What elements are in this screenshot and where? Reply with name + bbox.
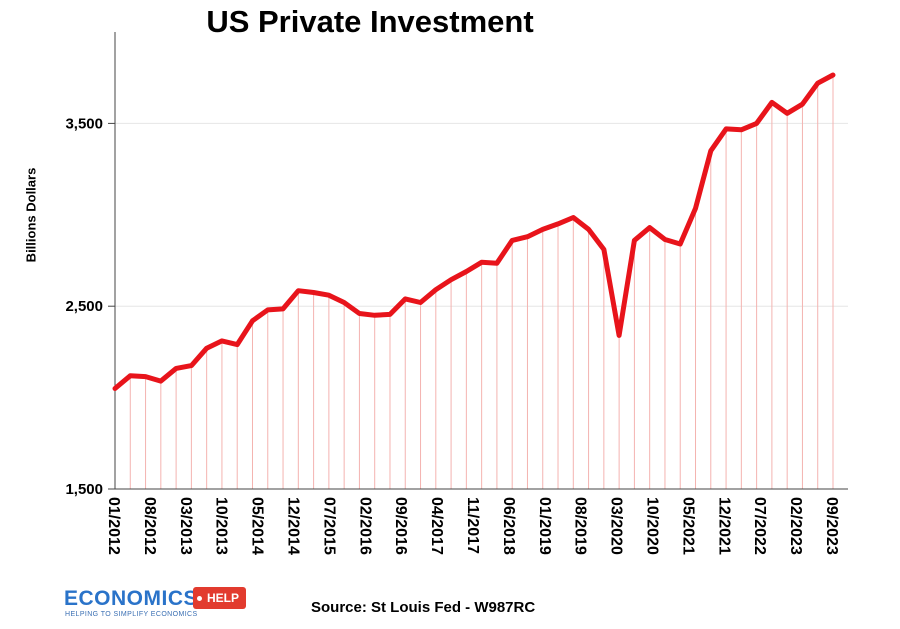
x-tick-label: 09/2016 [392, 497, 409, 555]
x-tick-label: 08/2012 [141, 497, 158, 555]
logo-tag: HELP [193, 587, 247, 609]
logo-tagline: HELPING TO SIMPLIFY ECONOMICS [65, 611, 198, 618]
x-tick-label: 02/2023 [787, 497, 804, 555]
source-note: Source: St Louis Fed - W987RC [311, 599, 536, 616]
x-tick-label: 01/2012 [105, 497, 122, 555]
x-tick-label: 04/2017 [428, 497, 445, 555]
x-tick-label: 03/2020 [608, 497, 625, 555]
x-tick-label: 06/2018 [500, 497, 517, 555]
x-tick-label: 09/2023 [823, 497, 840, 555]
economics-help-logo: ECONOMICS HELP HELPING TO SIMPLIFY ECONO… [64, 587, 247, 623]
x-tick-label: 05/2014 [249, 497, 266, 555]
series-line [112, 72, 836, 391]
x-tick-label: 12/2014 [285, 497, 302, 555]
x-tick-label: 08/2019 [572, 497, 589, 555]
series-group [112, 72, 836, 391]
x-tick-label: 10/2020 [644, 497, 661, 555]
x-tick-label: 10/2013 [213, 497, 230, 555]
y-tick-label: 1,500 [65, 481, 103, 498]
x-tick-label: 05/2021 [679, 497, 696, 555]
x-tick-label: 11/2017 [464, 497, 481, 554]
logo-word: ECONOMICS [64, 587, 199, 610]
y-ticks: 1,500 2,500 3,500 [65, 115, 115, 498]
x-tick-label: 03/2013 [177, 497, 194, 555]
x-tick-label: 07/2022 [751, 497, 768, 555]
x-tick-label: 07/2015 [320, 497, 337, 555]
y-tick-label: 2,500 [65, 298, 103, 315]
x-tick-label: 12/2021 [715, 497, 732, 555]
axes [114, 32, 848, 490]
chart-title: US Private Investment [206, 4, 534, 39]
x-ticks: 01/2012 08/2012 03/2013 10/2013 05/2014 12/20… [105, 497, 840, 555]
x-tick-label: 01/2019 [536, 497, 553, 555]
x-tick-label: 02/2016 [356, 497, 373, 555]
drop-lines [114, 74, 834, 489]
y-tick-label: 3,500 [65, 115, 103, 132]
